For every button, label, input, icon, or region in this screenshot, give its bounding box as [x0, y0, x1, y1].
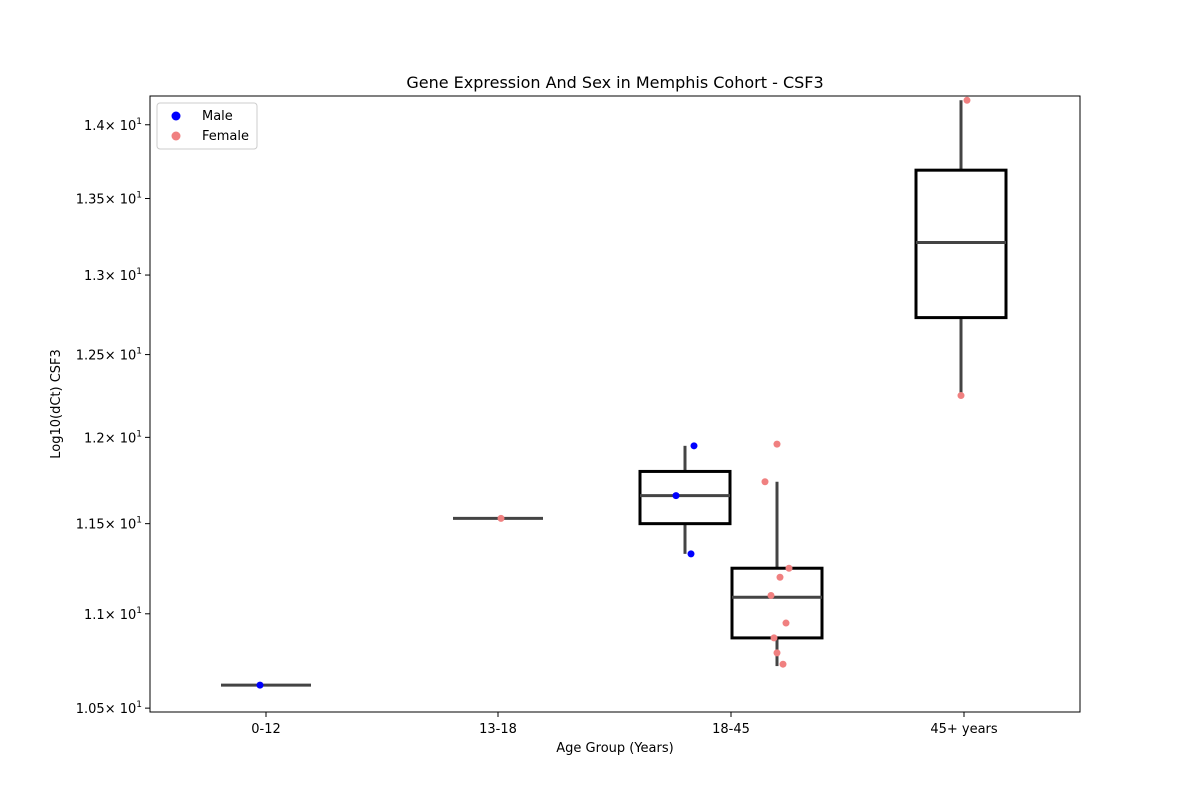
- legend-box: [156, 102, 258, 150]
- data-point-female: [761, 478, 769, 486]
- data-point-female: [497, 514, 505, 522]
- legend-label-female: Female: [202, 129, 249, 144]
- boxes-layer: [221, 100, 1008, 687]
- legend: Male Female: [156, 102, 258, 150]
- x-tick-label: 13-18: [479, 722, 517, 737]
- data-point-male: [672, 492, 680, 500]
- y-axis: 1.05× 101 1.1× 101 1.15× 101 1.2× 101 1.25× …: [76, 117, 150, 717]
- y-tick-label: 1.3× 101: [84, 267, 142, 284]
- y-axis-label: Log10(dCt) CSF3: [49, 349, 64, 459]
- y-tick-label: 1.2× 101: [84, 429, 142, 446]
- y-tick-label: 1.1× 101: [84, 606, 142, 623]
- data-point-female: [767, 591, 775, 599]
- data-point-female: [963, 96, 971, 104]
- x-tick-label: 0-12: [251, 722, 281, 737]
- data-point-female: [785, 564, 793, 572]
- data-point-female: [782, 619, 790, 627]
- y-tick-label: 1.05× 101: [76, 700, 142, 717]
- data-point-female: [957, 392, 965, 400]
- data-point-female: [776, 573, 784, 581]
- data-point-female: [770, 634, 778, 642]
- y-tick-label: 1.4× 101: [84, 117, 142, 134]
- data-point-female: [773, 649, 781, 657]
- chart-title: Gene Expression And Sex in Memphis Cohor…: [406, 73, 823, 92]
- legend-marker-male: [171, 111, 181, 121]
- box-body: [638, 469, 732, 526]
- y-tick-label: 1.35× 101: [76, 191, 142, 208]
- x-tick-label: 45+ years: [930, 722, 998, 737]
- points-layer: [256, 96, 971, 689]
- box-45+-years-female: [914, 100, 1008, 396]
- y-tick-label: 1.15× 101: [76, 516, 142, 533]
- x-axis: 0-12 13-18 18-45 45+ years: [251, 712, 998, 737]
- plot-area: [149, 95, 1081, 713]
- x-axis-label: Age Group (Years): [556, 741, 673, 756]
- y-tick-label: 1.25× 101: [76, 347, 142, 364]
- box-18-45-male: [638, 445, 732, 554]
- legend-label-male: Male: [202, 109, 233, 124]
- data-point-female: [773, 440, 781, 448]
- legend-marker-female: [171, 131, 181, 141]
- data-point-male: [690, 442, 698, 450]
- data-point-male: [256, 681, 264, 689]
- data-point-male: [687, 550, 695, 558]
- data-point-female: [779, 660, 787, 668]
- x-tick-label: 18-45: [712, 722, 750, 737]
